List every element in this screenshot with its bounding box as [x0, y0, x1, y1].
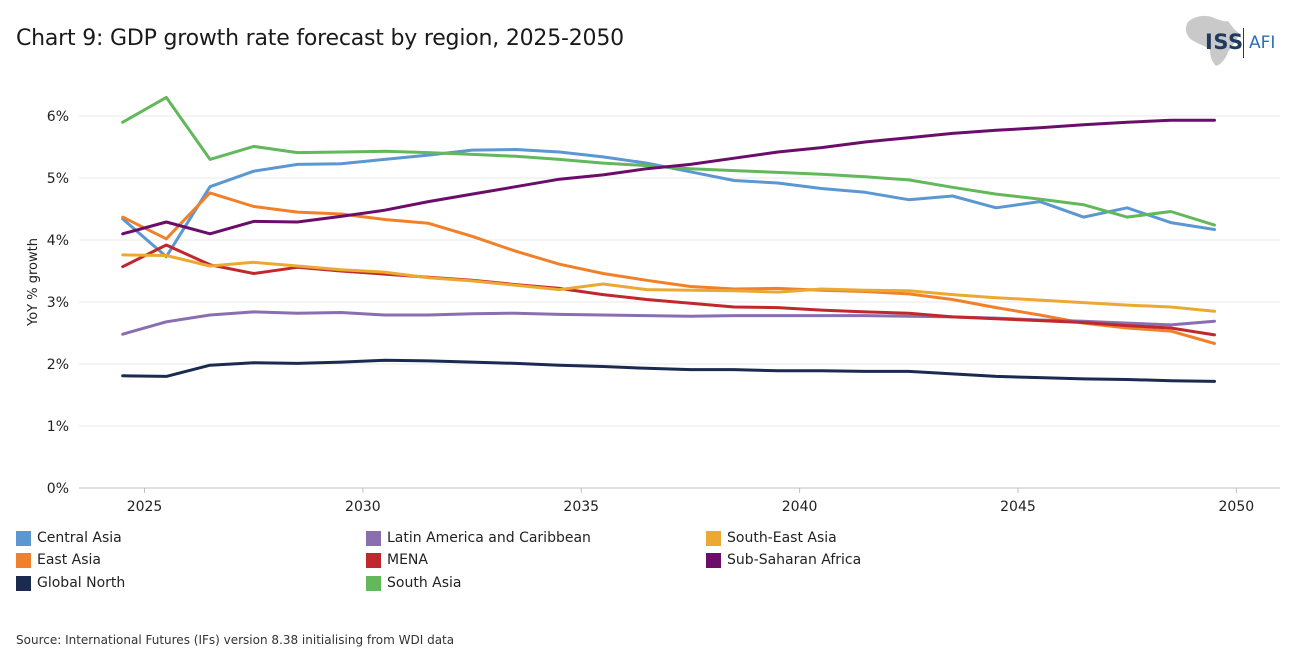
- legend-label: South Asia: [387, 575, 462, 591]
- line-chart: 0% 1% 2% 3% 4% 5% 6% 2025 2030 2035 2040 2045 2050 Y…: [26, 95, 1280, 515]
- legend-swatch: [16, 575, 31, 591]
- legend-swatch: [366, 530, 381, 546]
- x-tick-label: 2050: [1219, 499, 1255, 515]
- legend-item-central-asia[interactable]: Central Asia: [16, 530, 122, 546]
- axes: 0% 1% 2% 3% 4% 5% 6% 2025 2030 2035 2040 2045 2050: [47, 109, 1280, 515]
- legend-label: MENA: [387, 552, 428, 568]
- x-tick-label: 2040: [782, 499, 818, 515]
- legend-label: East Asia: [37, 552, 101, 568]
- legend-swatch: [366, 575, 381, 591]
- legend-swatch: [366, 552, 381, 568]
- x-tick-label: 2030: [345, 499, 381, 515]
- legend-item-south-east-asia[interactable]: South-East Asia: [706, 530, 837, 546]
- legend-item-south-asia[interactable]: South Asia: [366, 575, 461, 591]
- series-line-global-north: [121, 358, 1216, 383]
- iss-logo: ISS: [1205, 30, 1244, 54]
- legend-item-sub-saharan-africa[interactable]: Sub-Saharan Africa: [706, 552, 861, 568]
- source-note: Source: International Futures (IFs) vers…: [16, 633, 455, 647]
- legend: Central Asia East Asia Global North Latin A…: [16, 530, 1016, 605]
- legend-label: Central Asia: [37, 530, 122, 546]
- africa-map-icon: [1185, 15, 1240, 66]
- logo-divider: [1243, 28, 1244, 58]
- legend-item-east-asia[interactable]: East Asia: [16, 552, 101, 568]
- y-tick-label: 3%: [47, 295, 69, 311]
- legend-swatch: [16, 552, 31, 568]
- legend-label: Global North: [37, 575, 126, 591]
- legend-swatch: [706, 530, 721, 546]
- legend-label: Sub-Saharan Africa: [727, 552, 862, 568]
- y-tick-label: 5%: [47, 171, 69, 187]
- y-axis-label: YoY % growth: [26, 238, 41, 327]
- y-tick-label: 1%: [47, 419, 69, 435]
- x-tick-label: 2035: [563, 499, 599, 515]
- chart-title: Chart 9: GDP growth rate forecast by reg…: [16, 26, 624, 51]
- legend-label: Latin America and Caribbean: [387, 530, 591, 546]
- x-tick-label: 2025: [127, 499, 163, 515]
- legend-item-global-north[interactable]: Global North: [16, 575, 125, 591]
- legend-swatch: [706, 552, 721, 568]
- legend-item-latin-america-and-caribbean[interactable]: Latin America and Caribbean: [366, 530, 591, 546]
- y-tick-label: 0%: [47, 481, 69, 497]
- y-tick-label: 2%: [47, 357, 69, 373]
- y-tick-label: 6%: [47, 109, 69, 125]
- legend-swatch: [16, 530, 31, 546]
- series-line-sub-saharan-africa: [121, 118, 1216, 236]
- series-line-east-asia: [121, 191, 1216, 345]
- legend-label: South-East Asia: [727, 530, 837, 546]
- series-line-latin-america-and-caribbean: [121, 310, 1216, 336]
- legend-item-mena[interactable]: MENA: [366, 552, 428, 568]
- series-lines: [121, 95, 1216, 383]
- x-tick-label: 2045: [1000, 499, 1036, 515]
- afi-logo: AFI: [1249, 33, 1276, 53]
- y-tick-label: 4%: [47, 233, 69, 249]
- series-line-south-east-asia: [121, 253, 1216, 313]
